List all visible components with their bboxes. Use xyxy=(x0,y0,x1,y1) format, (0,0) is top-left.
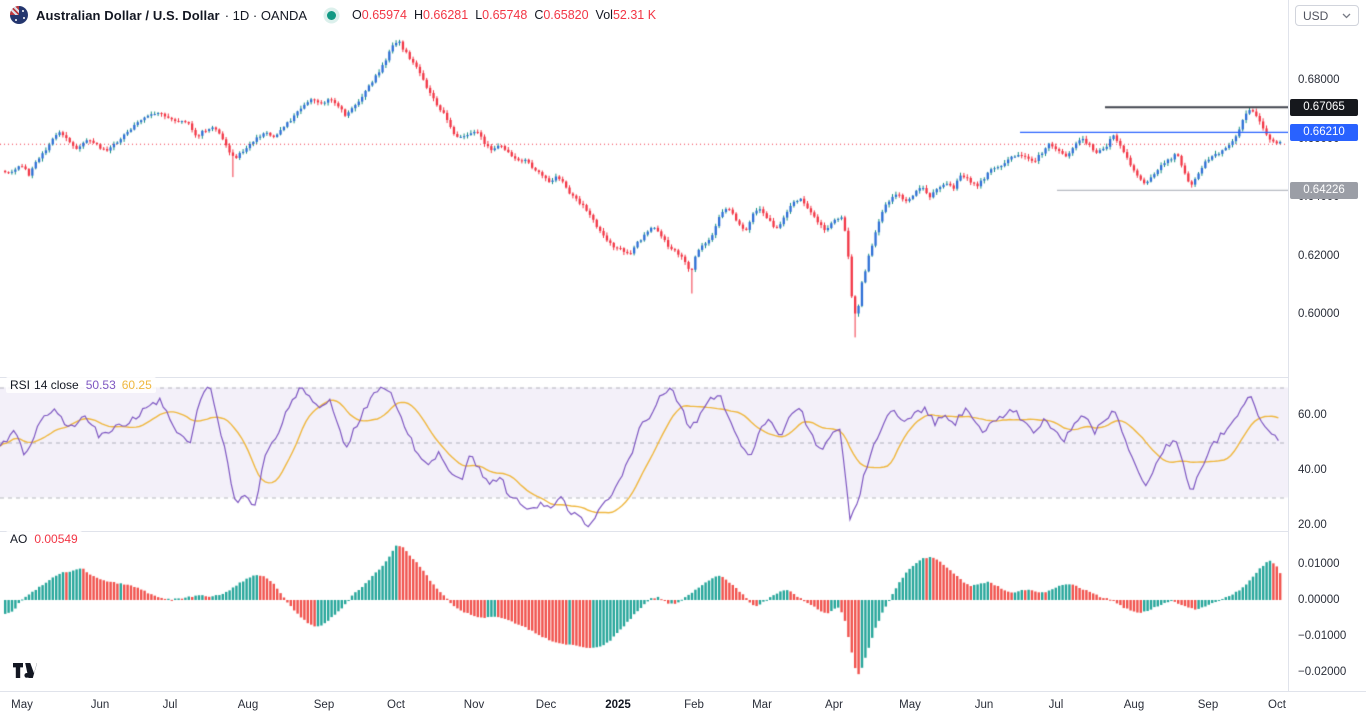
price-axis-tick: 0.62000 xyxy=(1298,249,1340,262)
currency-label: USD xyxy=(1303,8,1329,23)
time-axis-label: Nov xyxy=(463,699,485,711)
rsi-axis-tick: 20.00 xyxy=(1298,519,1327,531)
price-axis-tick: 0.60000 xyxy=(1298,308,1340,320)
price-line-badge-low[interactable]: 0.64226 xyxy=(1290,181,1358,199)
time-axis-label: Jun xyxy=(974,699,994,711)
time-axis-label: Jul xyxy=(1048,699,1064,711)
time-axis-label: Dec xyxy=(535,699,557,711)
time-axis-label: Apr xyxy=(825,699,843,711)
rsi-value: 50.53 xyxy=(85,378,116,392)
pane-divider[interactable] xyxy=(0,531,1366,532)
time-axis[interactable]: May Jun Jul Aug Sep Oct Nov Dec 2025 Feb Mar Apr May… xyxy=(0,691,1366,719)
low-label: L xyxy=(475,8,483,22)
time-axis-label: Sep xyxy=(1197,699,1219,711)
open-label: O xyxy=(352,8,362,22)
time-axis-label: Oct xyxy=(1268,699,1286,711)
currency-selector[interactable]: USD xyxy=(1295,5,1359,26)
time-axis-label: Mar xyxy=(752,699,772,711)
time-axis-label: Oct xyxy=(387,699,405,711)
price-line-badge-high[interactable]: 0.67065 xyxy=(1290,98,1358,116)
instrument-flag-icon xyxy=(10,6,28,24)
rsi-ma-value: 60.25 xyxy=(121,378,152,392)
ao-axis-tick: −0.01000 xyxy=(1298,630,1347,642)
time-axis-label: Aug xyxy=(237,699,259,711)
price-axis-tick: 0.68000 xyxy=(1298,74,1340,86)
open-value: 0.65974 xyxy=(361,8,407,22)
tradingview-logo[interactable] xyxy=(13,663,37,683)
volume-label: Vol xyxy=(595,8,613,22)
time-axis-label: Jun xyxy=(90,699,110,711)
price-scale[interactable]: USD 0.680000.660000.640000.620000.600006… xyxy=(1288,0,1366,719)
time-axis-label: Sep xyxy=(313,699,335,711)
time-axis-label: May xyxy=(11,699,33,711)
high-value: 0.66281 xyxy=(423,8,469,22)
ao-axis-tick: 0.00000 xyxy=(1298,594,1340,606)
symbol-title[interactable]: Australian Dollar / U.S. Dollar xyxy=(36,7,220,23)
high-label: H xyxy=(413,8,423,22)
close-label: C xyxy=(534,8,544,22)
close-value: 0.65820 xyxy=(543,8,589,22)
time-axis-label: Aug xyxy=(1123,699,1145,711)
rsi-axis-tick: 40.00 xyxy=(1298,464,1327,476)
ao-value: 0.00549 xyxy=(34,532,78,546)
market-status-dot[interactable] xyxy=(327,10,337,20)
chevron-down-icon xyxy=(1342,13,1351,18)
time-axis-label: 2025 xyxy=(605,699,631,711)
ao-axis-tick: −0.02000 xyxy=(1298,666,1347,678)
chart-canvas[interactable] xyxy=(0,0,1288,719)
rsi-name: RSI xyxy=(10,378,31,392)
pane-divider[interactable] xyxy=(0,377,1366,378)
ao-axis-tick: 0.01000 xyxy=(1298,558,1340,570)
time-axis-label: May xyxy=(899,699,921,711)
symbol-legend: Australian Dollar / U.S. Dollar · 1D · O… xyxy=(0,0,1288,30)
ao-name: AO xyxy=(10,532,28,546)
symbol-meta[interactable]: · 1D · OANDA xyxy=(224,7,308,23)
rsi-axis-tick: 60.00 xyxy=(1298,409,1327,421)
time-axis-label: Feb xyxy=(684,699,704,711)
ohlc-legend: O0.65974 H0.66281 L0.65748 C0.65820 Vol5… xyxy=(352,8,663,22)
low-value: 0.65748 xyxy=(482,8,528,22)
price-line-badge-mid[interactable]: 0.66210 xyxy=(1290,123,1358,141)
rsi-params: 14 close xyxy=(34,378,79,392)
rsi-legend[interactable]: RSI 14 close 50.53 60.25 xyxy=(6,377,156,393)
time-axis-label: Jul xyxy=(162,699,178,711)
volume-value: 52.31 K xyxy=(612,8,657,22)
ao-legend[interactable]: AO 0.00549 xyxy=(6,531,82,547)
